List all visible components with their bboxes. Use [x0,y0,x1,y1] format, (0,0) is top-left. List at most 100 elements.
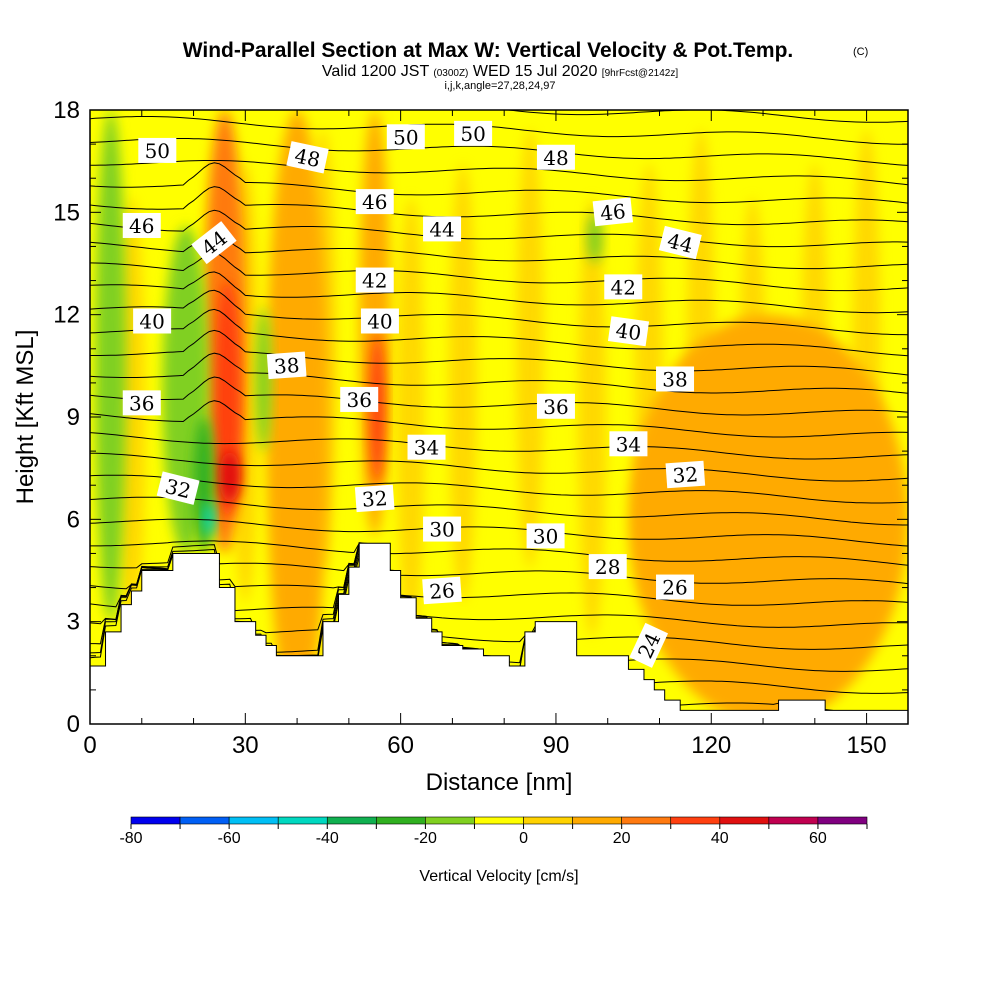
contour-label-text: 36 [543,395,568,419]
colorbar-swatch [228,816,279,825]
contour-label: 50 [454,120,493,146]
contour-label: 26 [656,574,695,600]
contour-label-text: 30 [533,524,558,548]
contour-label-text: 30 [429,518,454,542]
contour-label: 46 [592,197,634,227]
contour-label-box [122,212,161,238]
weak-updraft-streak [396,197,425,637]
contour-label: 48 [536,144,575,170]
theta-contour-line [90,518,908,547]
contour-label-box [526,523,565,549]
contour-label-box [191,221,237,265]
contour-label-box [536,144,575,170]
colorbar-tick-label: -40 [316,830,339,847]
downdraft-region [95,110,127,622]
colorbar-swatch [277,816,328,825]
weak-updraft-streak [516,128,545,569]
contour-label-text: 34 [616,432,641,456]
colorbar: -80 -60 -40 -20 0 20 40 60 [119,816,868,847]
contour-label: 42 [355,267,394,293]
colorbar-swatch [523,816,573,825]
contour-label-box [536,393,575,419]
y-tick-label: 18 [53,97,80,124]
y-tick-label: 9 [67,404,80,431]
theta-contour-line [90,209,908,248]
theta-contour-line [90,452,908,482]
theta-contour-line [90,474,908,504]
contour-label-text: 50 [145,139,170,163]
x-tick-label: 120 [691,732,731,759]
colorbar-swatch [425,816,475,825]
contour-label-box [138,137,177,163]
contour-label: 34 [609,431,648,457]
contour-label: 38 [656,366,695,392]
contour-label-box [122,390,161,416]
contour-label: 40 [133,308,172,334]
theta-contour-line [90,400,908,438]
contour-label-text: 46 [599,199,627,226]
colorbar-swatch [130,816,181,825]
downdraft-region [255,307,272,452]
contour-label-box [386,124,425,150]
colorbar-swatch [719,816,770,825]
contour-label-text: 40 [139,309,164,333]
contour-label-box [592,197,634,227]
contour-label-text: 44 [665,228,696,257]
contour-label-box [266,351,307,380]
contour-label: 46 [122,212,161,238]
theta-contour-line [90,289,908,336]
colorbar-swatch [768,816,819,825]
contour-label-text: 34 [414,436,439,460]
theta-contour-line [90,186,908,226]
subtitle-date: WED 15 Jul 2020 [468,63,601,80]
contour-label: 32 [156,471,200,505]
y-tick-label: 0 [67,711,80,738]
y-axis-label: Height [Kft MSL] [12,330,39,505]
colorbar-label: Vertical Velocity [cm/s] [419,868,578,885]
contour-label-text: 42 [362,269,387,293]
contour-label-text: 50 [393,125,418,149]
contour-label-text: 36 [129,391,154,415]
contour-label-box [340,386,379,412]
contour-label: 36 [122,390,161,416]
contour-label: 34 [407,434,446,460]
contour-label-text: 38 [662,367,687,391]
theta-contour-line [90,308,908,357]
contour-label-box [422,576,462,605]
contour-label-box [360,308,399,334]
contour-label-box [407,434,446,460]
weak-updraft-streak [578,197,607,637]
contour-label: 38 [266,351,307,380]
contour-label-box [286,141,329,174]
contour-label-box [658,225,702,260]
theta-contour-line [90,543,908,585]
theta-contour-line [90,376,908,416]
contour-label-box [354,484,395,513]
downdraft-region [203,502,215,537]
theta-contour-line [90,540,908,566]
updraft-region [219,451,241,503]
contour-label-text: 32 [163,474,194,503]
x-tick-label: 150 [847,732,887,759]
contour-label-text: 40 [614,318,643,345]
contour-label-text: 32 [672,462,699,488]
y-tick-label: 15 [53,199,80,226]
contour-label-text: 36 [346,388,371,412]
y-tick-label: 12 [53,302,80,329]
colorbar-tick-label: -20 [414,830,437,847]
contour-label: 42 [604,274,643,300]
contour-label: 40 [607,316,650,347]
theta-contour-line [90,352,908,394]
colorbar-tick-label: -60 [218,830,241,847]
theta-contour-line [90,160,908,186]
theta-contour-line [504,110,908,123]
contour-label-text: 28 [595,555,620,579]
contour-label: 28 [588,554,627,580]
contour-label: 32 [354,484,395,513]
x-tick-label: 60 [387,732,414,759]
y-tick-label: 3 [67,609,80,636]
contour-label-text: 32 [361,486,388,512]
contour-label: 36 [536,393,575,419]
